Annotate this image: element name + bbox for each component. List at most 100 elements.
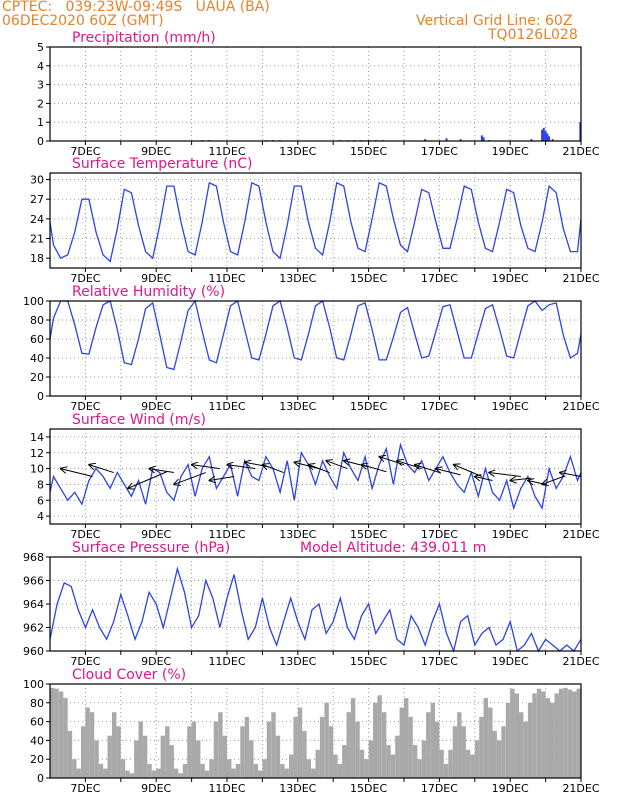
cloud-bar — [443, 763, 449, 778]
cloud-bar — [63, 698, 68, 778]
x-tick-label: 21DEC — [562, 400, 599, 413]
panel-6: 0 20 40 60 80 100 7DEC 9DEC 11DEC 13DEC 15DEC 17DEC… — [23, 667, 600, 795]
panel-title: Relative Humidity (%) — [72, 284, 225, 300]
wind-vector — [149, 469, 174, 474]
cloud-bar — [474, 740, 480, 778]
cloud-bar — [94, 740, 99, 778]
cloud-bar — [523, 721, 528, 778]
y-tick-label: 18 — [30, 252, 44, 265]
cloud-bar — [218, 712, 223, 778]
x-tick-label: 7DEC — [70, 782, 100, 795]
cloud-bar — [448, 749, 453, 778]
y-tick-label: 0 — [37, 772, 44, 785]
cloud-bar — [563, 687, 568, 778]
x-tick-label: 17DEC — [421, 528, 458, 541]
cloud-bar — [576, 688, 582, 778]
cloud-bar — [350, 698, 356, 778]
cloud-bar — [399, 707, 405, 778]
cloud-bar — [271, 712, 276, 778]
x-tick-label: 19DEC — [492, 528, 529, 541]
cloud-bar — [527, 702, 533, 778]
precip-bar — [445, 138, 448, 141]
x-tick-label: 13DEC — [279, 272, 316, 285]
x-tick-label: 9DEC — [141, 528, 171, 541]
wind-vector — [326, 461, 348, 470]
y-tick-label: 4 — [37, 60, 44, 73]
cloud-bar — [81, 726, 86, 778]
cloud-bar — [519, 712, 524, 778]
y-tick-label: 962 — [23, 622, 44, 635]
x-tick-label: 21DEC — [562, 655, 599, 668]
y-tick-label: 21 — [30, 233, 44, 246]
wind-vector — [227, 465, 256, 470]
wind-vector — [454, 465, 483, 477]
x-tick-label: 15DEC — [350, 400, 387, 413]
cloud-bar — [510, 688, 515, 778]
y-tick-label: 80 — [30, 697, 44, 710]
wind-vector — [89, 465, 114, 474]
series-line — [49, 299, 582, 371]
x-tick-label: 9DEC — [141, 400, 171, 413]
cloud-bar — [404, 698, 409, 778]
cloud-bar — [373, 702, 378, 778]
x-tick-label: 19DEC — [492, 782, 529, 795]
cloud-bar — [244, 716, 250, 778]
cloud-bar — [572, 691, 577, 778]
x-tick-label: 9DEC — [141, 782, 171, 795]
cloud-bar — [231, 768, 236, 778]
cloud-bar — [129, 773, 135, 778]
panel-title: Cloud Cover (%) — [72, 667, 186, 683]
x-tick-label: 19DEC — [492, 400, 529, 413]
cloud-bar — [488, 707, 493, 778]
cloud-bar — [191, 721, 197, 778]
y-tick-label: 60 — [30, 333, 44, 346]
x-tick-label: 13DEC — [279, 400, 316, 413]
precip-bar — [424, 139, 427, 141]
x-tick-label: 13DEC — [279, 145, 316, 158]
cloud-bar — [160, 735, 166, 778]
cloud-bar — [315, 749, 320, 778]
cloud-bar — [364, 759, 369, 778]
cloud-bar — [240, 726, 245, 778]
panel-5: 960 962 964 966 968 7DEC 9DEC 11DEC 13DEC 15DEC 17… — [23, 540, 600, 668]
x-tick-label: 19DEC — [492, 272, 529, 285]
y-tick-label: 12 — [30, 447, 44, 460]
y-tick-label: 27 — [30, 193, 44, 206]
cloud-bar — [435, 721, 440, 778]
x-tick-label: 15DEC — [350, 528, 387, 541]
x-tick-label: 7DEC — [70, 400, 100, 413]
cloud-bar — [319, 716, 325, 778]
cloud-bar — [178, 773, 183, 778]
x-tick-label: 17DEC — [421, 782, 458, 795]
cloud-bar — [541, 691, 546, 778]
cloud-bar — [311, 768, 316, 778]
cloud-bar — [421, 740, 427, 778]
panel-2: 18 21 24 27 30 7DEC 9DEC 11DEC 13DEC 15DEC 17DEC 19… — [30, 156, 600, 285]
header-station-line: CPTEC: 039:23W-09:49S UAUA (BA) — [2, 0, 270, 15]
cloud-bar — [558, 688, 564, 778]
panel-frame — [49, 46, 582, 142]
panel-title: Surface Pressure (hPa) — [72, 540, 230, 556]
y-tick-label: 3 — [37, 79, 44, 92]
cloud-bar — [483, 698, 489, 778]
y-tick-label: 40 — [30, 734, 44, 747]
cloud-bar — [258, 770, 263, 778]
cloud-bar — [390, 754, 396, 778]
wind-vector — [475, 477, 493, 481]
y-tick-label: 100 — [23, 295, 44, 308]
wind-vector — [128, 471, 168, 489]
panel-frame — [49, 683, 582, 779]
cloud-bar — [328, 726, 334, 778]
y-tick-label: 6 — [37, 494, 44, 507]
precip-bar — [541, 129, 544, 141]
panel-frame — [49, 172, 582, 269]
y-tick-label: 964 — [23, 598, 44, 611]
cloud-bar — [567, 689, 573, 778]
y-tick-label: 30 — [30, 174, 44, 187]
cloud-bar — [501, 726, 506, 778]
cloud-bar — [465, 749, 471, 778]
x-tick-label: 17DEC — [421, 272, 458, 285]
x-tick-label: 19DEC — [492, 145, 529, 158]
y-tick-label: 968 — [23, 551, 44, 564]
x-tick-label: 19DEC — [492, 655, 529, 668]
